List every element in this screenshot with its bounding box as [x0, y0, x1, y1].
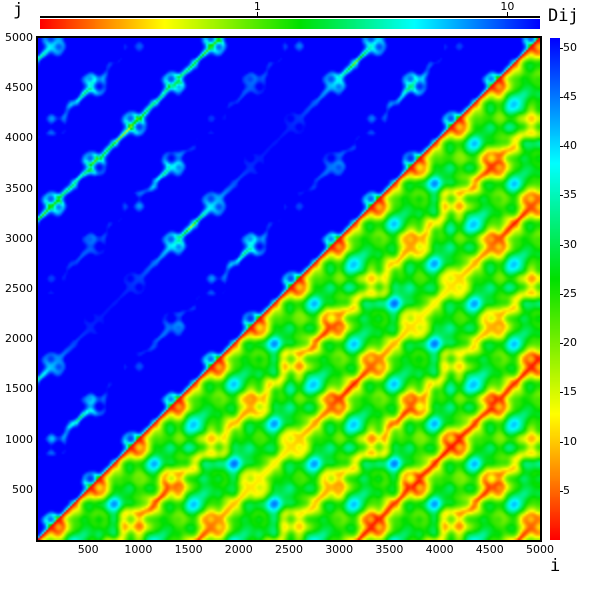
colorbar-tick-mark: [560, 343, 563, 345]
x-tick-label: 1500: [174, 543, 203, 556]
y-tick-label: 4500: [5, 81, 33, 95]
y-tick-label: 2500: [5, 282, 33, 295]
colorbar-tick-label: 25: [563, 286, 577, 300]
colorbar-tick-mark: [560, 47, 563, 49]
y-tick-label: 3000: [5, 231, 33, 245]
x-tick-label: 1000: [124, 543, 153, 556]
colorbar-tick-mark: [560, 146, 563, 148]
colorbar-tick-mark: [560, 195, 563, 197]
x-tick-label: 4000: [425, 543, 454, 556]
top-colorbar-tick-mark: [257, 12, 259, 16]
x-tick-label: 3000: [325, 543, 354, 556]
x-tick-label: 4500: [475, 543, 504, 556]
top-colorbar-axis: [40, 16, 540, 18]
colorbar-tick-mark: [560, 97, 563, 99]
y-tick-label: 500: [12, 482, 33, 496]
top-colorbar: [40, 19, 540, 29]
colorbar-tick-label: 15: [563, 385, 577, 399]
colorbar-tick-mark: [560, 441, 563, 443]
colorbar-tick-label: 35: [563, 188, 577, 202]
colorbar-tick-label: 45: [563, 90, 577, 104]
x-tick-label: 2500: [275, 543, 303, 556]
colorbar-tick-label: 5: [563, 483, 570, 497]
colorbar-tick-label: 10: [563, 434, 577, 448]
colorbar-tick-mark: [560, 293, 563, 295]
x-axis-label: i: [550, 556, 561, 576]
colorbar-tick-label: 30: [563, 237, 577, 251]
colorbar-tick-mark: [560, 490, 563, 492]
heatmap: [38, 38, 540, 540]
y-tick-label: 4000: [5, 131, 33, 145]
y-axis-label: j: [13, 0, 24, 20]
y-tick-label: 1500: [5, 382, 33, 396]
top-colorbar-tick-label: 1: [253, 0, 261, 13]
y-tick-label: 3500: [5, 181, 33, 195]
x-tick-label: 3500: [375, 543, 404, 556]
y-tick-label: 2000: [5, 332, 33, 346]
colorbar-tick-mark: [560, 392, 563, 394]
top-colorbar-tick-mark: [507, 12, 509, 16]
x-tick-label: 500: [77, 543, 99, 556]
top-colorbar-tick-label: 10: [500, 0, 515, 13]
right-colorbar: [550, 38, 560, 540]
x-tick-label: 2000: [224, 543, 253, 556]
colorbar-label: Dij: [548, 6, 579, 26]
y-tick-label: 5000: [5, 31, 33, 44]
y-tick-label: 1000: [5, 432, 33, 446]
colorbar-tick-mark: [560, 244, 563, 246]
x-tick-label: 5000: [526, 543, 554, 556]
colorbar-tick-label: 20: [563, 336, 577, 350]
colorbar-tick-label: 50: [563, 40, 577, 54]
colorbar-tick-label: 40: [563, 139, 577, 153]
